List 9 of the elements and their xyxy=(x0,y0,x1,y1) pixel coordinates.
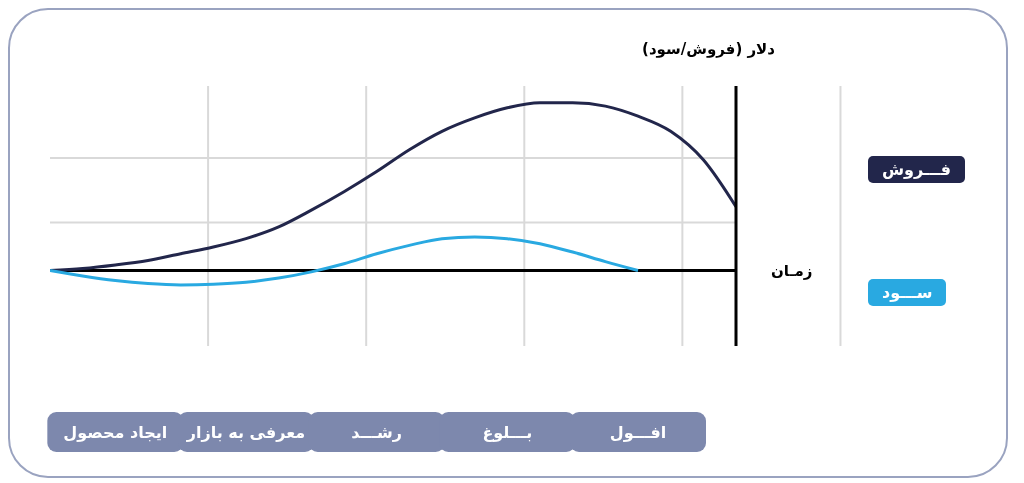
x-tick-label: ایجاد محصول xyxy=(63,423,168,442)
x-tick-label: معرفی به بازار xyxy=(185,423,306,442)
text: ســـود xyxy=(868,279,947,306)
x-tick-label: رشـــد xyxy=(351,423,402,442)
x-axis-title: زمـان xyxy=(771,261,813,280)
x-tick-label: بـــلوغ xyxy=(482,423,533,442)
text: فـــروش xyxy=(868,156,965,183)
y-axis-title: (فروش/سود) دلار xyxy=(642,39,776,58)
x-tick-label: افـــول xyxy=(609,423,667,442)
